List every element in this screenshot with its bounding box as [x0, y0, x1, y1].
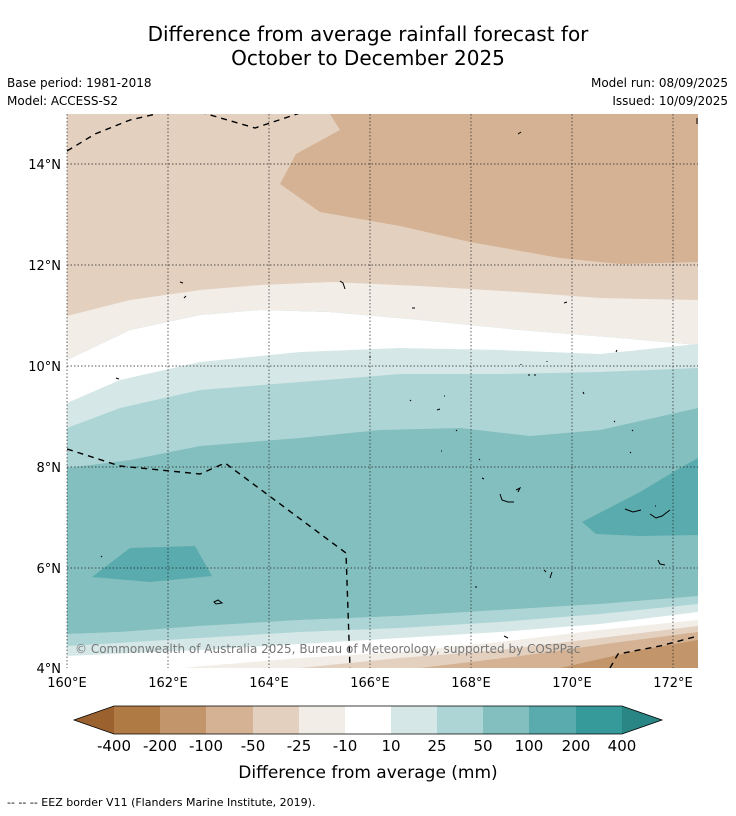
lat-label: 12°N	[28, 259, 61, 274]
title-line-2: October to December 2025	[231, 46, 505, 70]
lat-label: 6°N	[37, 562, 62, 577]
colorbar-swatch	[253, 706, 299, 734]
colorbar-high-extend	[622, 706, 662, 734]
colorbar-swatch	[576, 706, 622, 734]
colorbar-swatch	[160, 706, 206, 734]
model-name: Model: ACCESS-S2	[7, 94, 119, 108]
lon-label: 172°E	[653, 676, 693, 691]
colorbar-tick: 10	[381, 737, 400, 755]
base-period: Base period: 1981-2018	[7, 76, 152, 90]
colorbar-tick: -25	[287, 737, 312, 755]
latitude-labels: 14°N 12°N 10°N 8°N 6°N 4°N	[28, 158, 61, 677]
model-run: Model run: 08/09/2025	[590, 76, 728, 90]
band-minus-50-minus-100	[280, 114, 698, 264]
colorbar-outline	[72, 705, 664, 735]
band-100-200-east	[582, 458, 698, 536]
colorbar-tick: 200	[562, 737, 591, 755]
colorbar-low-extend	[74, 706, 114, 734]
issued-date: Issued: 10/09/2025	[612, 94, 728, 108]
band-50-100-core	[67, 408, 698, 634]
colorbar-swatch	[299, 706, 345, 734]
colorbar-swatch	[345, 706, 391, 734]
colorbar: -400 -200 -100 -50 -25 -10 10 25 50 100 …	[72, 705, 664, 783]
colorbar-tick: -100	[189, 737, 223, 755]
graticule	[66, 114, 698, 668]
colorbar-swatch	[391, 706, 437, 734]
colorbar-title: Difference from average (mm)	[238, 763, 497, 783]
lon-label: 166°E	[350, 676, 390, 691]
longitude-labels: 160°E 162°E 164°E 166°E 168°E 170°E 172°…	[47, 676, 693, 691]
colorbar-tick: 50	[473, 737, 492, 755]
colorbar-swatch	[437, 706, 483, 734]
colorbar-tick: -400	[97, 737, 131, 755]
eez-borders	[67, 114, 698, 668]
colorbar-tick: 400	[608, 737, 637, 755]
lon-label: 162°E	[148, 676, 188, 691]
band-100-200-west	[92, 546, 212, 582]
eez-legend-note: -- -- -- EEZ border V11 (Flanders Marine…	[7, 796, 316, 809]
colorbar-swatch	[529, 706, 576, 734]
lat-label: 8°N	[37, 461, 62, 476]
meta-left: Base period: 1981-2018 Model: ACCESS-S2	[7, 74, 152, 110]
lat-label: 10°N	[28, 360, 61, 375]
lat-label: 4°N	[37, 662, 62, 677]
lon-label: 168°E	[451, 676, 491, 691]
colorbar-tick: 25	[427, 737, 446, 755]
lon-label: 160°E	[47, 676, 87, 691]
colorbar-tick: 100	[515, 737, 544, 755]
lat-label: 14°N	[28, 158, 61, 173]
colorbar-swatch	[206, 706, 253, 734]
colorbar-tick: -200	[143, 737, 177, 755]
rainfall-contours	[67, 114, 698, 668]
colorbar-tick-labels: -400 -200 -100 -50 -25 -10 10 25 50 100 …	[97, 737, 636, 755]
lon-label: 170°E	[552, 676, 592, 691]
title-line-1: Difference from average rainfall forecas…	[147, 22, 589, 46]
meta-right: Model run: 08/09/2025 Issued: 10/09/2025	[591, 74, 728, 110]
band-south-minus-100	[560, 640, 698, 668]
colorbar-tick: -10	[333, 737, 358, 755]
colorbar-tick: -50	[241, 737, 266, 755]
lon-label: 164°E	[249, 676, 289, 691]
copyright-notice: © Commonwealth of Australia 2025, Bureau…	[75, 642, 580, 656]
map-title: Difference from average rainfall forecas…	[0, 22, 736, 70]
colorbar-swatch	[114, 706, 160, 734]
colorbar-swatch	[483, 706, 529, 734]
